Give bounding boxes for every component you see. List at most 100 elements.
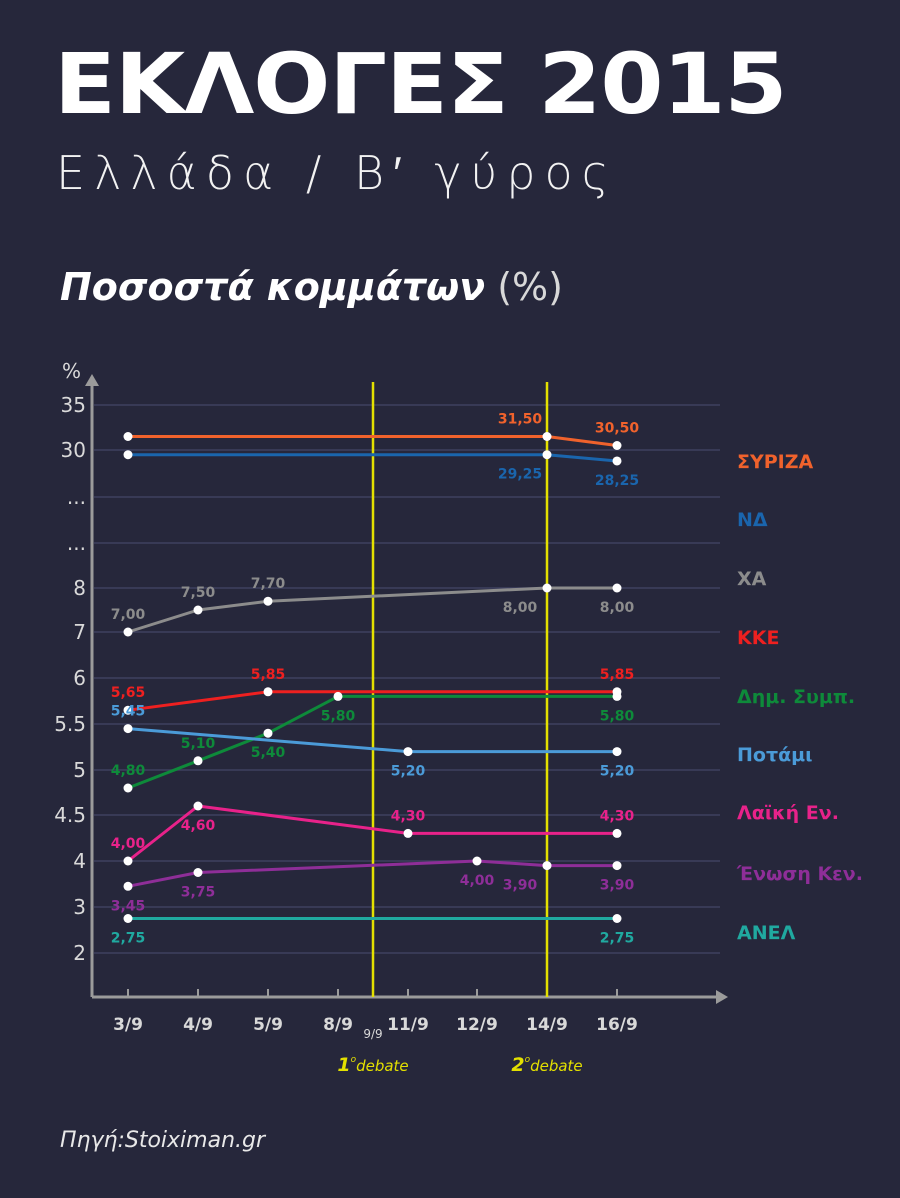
data-label: 5,45 bbox=[111, 704, 146, 720]
legend-entry: Δημ. Συμπ. bbox=[737, 686, 855, 708]
data-point bbox=[403, 747, 413, 757]
data-point bbox=[542, 861, 552, 871]
x-tick-label: 12/9 bbox=[456, 1015, 498, 1035]
data-point bbox=[263, 687, 273, 697]
data-label: 5,85 bbox=[251, 667, 286, 683]
y-axis-arrow-icon bbox=[85, 374, 99, 386]
data-label: 5,20 bbox=[391, 764, 426, 780]
data-point bbox=[123, 783, 133, 793]
chart-heading-unit: (%) bbox=[497, 265, 563, 309]
legend-entry: ΚΚΕ bbox=[737, 627, 779, 649]
chart-heading-text: Ποσοστά κομμάτων bbox=[60, 265, 486, 309]
y-tick-label: 4 bbox=[73, 849, 86, 873]
x-tick-label: 11/9 bbox=[387, 1015, 429, 1035]
data-label: 4,80 bbox=[111, 763, 146, 779]
data-point bbox=[123, 724, 133, 734]
x-axis-arrow-icon bbox=[716, 990, 728, 1004]
data-point bbox=[612, 441, 622, 450]
data-point bbox=[123, 914, 133, 923]
data-point bbox=[472, 856, 482, 866]
x-tick-label: 8/9 bbox=[323, 1015, 353, 1035]
source-credit: Πηγή:Stoiximan.gr bbox=[60, 1128, 266, 1153]
data-label: 4,00 bbox=[111, 836, 146, 852]
data-label: 28,25 bbox=[595, 473, 639, 489]
data-point bbox=[333, 691, 343, 701]
data-point bbox=[612, 914, 622, 923]
data-point bbox=[123, 705, 133, 715]
data-point bbox=[123, 432, 133, 441]
data-label: 2,75 bbox=[111, 931, 146, 947]
y-tick-label: ... bbox=[67, 485, 86, 509]
y-tick-label: 2 bbox=[73, 941, 86, 965]
y-tick-label: 8 bbox=[73, 576, 86, 600]
legend-entry: Λαϊκή Εν. bbox=[737, 802, 839, 824]
chart-heading: Ποσοστά κομμάτων (%) bbox=[60, 268, 563, 306]
x-tick-label: 5/9 bbox=[253, 1015, 283, 1035]
legend-entry: ΑΝΕΛ bbox=[737, 922, 796, 944]
data-label: 7,70 bbox=[251, 576, 286, 592]
y-tick-label: 6 bbox=[73, 666, 86, 690]
data-point bbox=[123, 627, 133, 637]
data-label: 8,00 bbox=[600, 600, 635, 616]
data-label: 5,10 bbox=[181, 736, 216, 752]
data-point bbox=[123, 881, 133, 891]
legend-entry: Ποτάμι bbox=[737, 744, 813, 766]
data-label: 5,80 bbox=[600, 708, 635, 724]
series-line bbox=[127, 804, 617, 863]
data-point bbox=[542, 432, 552, 441]
data-label: 7,50 bbox=[181, 585, 216, 601]
data-label: 3,75 bbox=[181, 885, 216, 901]
data-label: 8,00 bbox=[503, 600, 538, 616]
data-point bbox=[612, 747, 622, 757]
legend-entry: ΣΥΡΙΖΑ bbox=[737, 451, 814, 473]
data-label: 4,00 bbox=[460, 873, 495, 889]
data-point bbox=[612, 828, 622, 838]
data-point bbox=[542, 450, 552, 460]
data-point bbox=[263, 596, 273, 606]
data-point bbox=[403, 828, 413, 838]
y-tick-label: 4.5 bbox=[54, 803, 86, 827]
data-label: 3,90 bbox=[503, 878, 538, 894]
data-point bbox=[193, 868, 203, 877]
x-tick-label: 3/9 bbox=[113, 1015, 143, 1035]
data-point bbox=[612, 583, 622, 593]
data-point bbox=[123, 856, 133, 866]
data-label: 5,20 bbox=[600, 764, 635, 780]
y-tick-label: 5.5 bbox=[54, 712, 86, 736]
data-label: 5,80 bbox=[321, 708, 356, 724]
data-label: 5,65 bbox=[111, 685, 146, 701]
y-tick-label: 35 bbox=[61, 393, 86, 417]
data-label: 5,85 bbox=[600, 667, 635, 683]
debate-date-label: 9/9 bbox=[363, 1027, 382, 1041]
data-point bbox=[193, 756, 203, 766]
y-tick-label: 30 bbox=[61, 438, 86, 462]
data-point bbox=[123, 450, 133, 460]
data-point bbox=[612, 456, 622, 466]
debate-label: 2οdebate bbox=[511, 1054, 582, 1076]
legend-entry: Ένωση Κεν. bbox=[736, 863, 863, 885]
data-label: 30,50 bbox=[595, 421, 640, 437]
legend-entry: ΝΔ bbox=[737, 509, 768, 531]
data-label: 29,25 bbox=[498, 467, 542, 483]
debate-label: 1οdebate bbox=[337, 1054, 408, 1076]
y-tick-label: ... bbox=[67, 531, 86, 555]
data-label: 3,45 bbox=[111, 898, 146, 914]
data-point bbox=[193, 605, 203, 615]
data-label: 5,40 bbox=[251, 745, 286, 761]
data-point bbox=[263, 728, 273, 738]
data-label: 7,00 bbox=[111, 607, 146, 623]
y-tick-label: 5 bbox=[73, 758, 86, 782]
data-label: 3,90 bbox=[600, 878, 635, 894]
data-point bbox=[542, 583, 552, 593]
data-point bbox=[612, 861, 622, 871]
y-axis-label: % bbox=[62, 359, 81, 383]
data-label: 31,50 bbox=[498, 412, 543, 428]
x-tick-label: 14/9 bbox=[526, 1015, 568, 1035]
data-label: 2,75 bbox=[600, 931, 635, 947]
page-title: ΕΚΛΟΓΕΣ 2015 bbox=[54, 35, 788, 133]
data-point bbox=[193, 801, 203, 811]
x-tick-label: 4/9 bbox=[183, 1015, 213, 1035]
legend-entry: ΧΑ bbox=[737, 568, 767, 590]
x-tick-label: 16/9 bbox=[596, 1015, 638, 1035]
